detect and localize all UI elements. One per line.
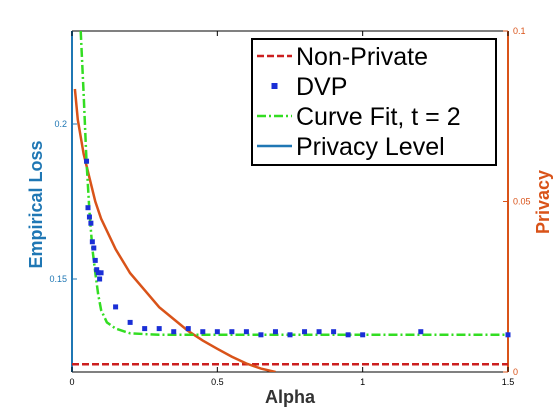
data-point-dvp: [258, 332, 264, 338]
data-point-dvp: [85, 205, 91, 211]
x-tick-label: 1: [360, 377, 365, 387]
data-point-dvp: [92, 257, 98, 263]
legend-entry-curve-fit-label: Curve Fit, t = 2: [296, 103, 461, 131]
data-point-dvp: [345, 332, 351, 338]
data-point-dvp: [214, 329, 220, 335]
data-point-dvp: [331, 329, 337, 335]
x-tick-label: 0.5: [211, 377, 224, 387]
y-right-tick-label: 0: [513, 367, 518, 377]
data-point-dvp: [84, 158, 90, 164]
data-point-dvp: [86, 214, 92, 220]
data-point-dvp: [98, 270, 104, 276]
y-right-axis-label: Privacy: [533, 170, 553, 234]
data-point-dvp: [287, 332, 293, 338]
data-point-dvp: [505, 332, 511, 338]
data-point-dvp: [200, 329, 206, 335]
data-point-dvp: [113, 304, 119, 310]
data-point-dvp: [88, 220, 94, 226]
series-line-curve-fit: [79, 31, 508, 337]
data-point-dvp: [185, 326, 191, 332]
data-point-dvp: [302, 329, 308, 335]
data-point-dvp: [91, 245, 97, 251]
x-tick-label: 1.5: [502, 377, 515, 387]
y-left-tick-label: 0.15: [49, 274, 67, 284]
data-point-dvp: [156, 326, 162, 332]
data-point-dvp: [272, 329, 278, 335]
x-tick-label: 0: [69, 377, 74, 387]
data-point-dvp: [97, 276, 103, 282]
data-point-dvp: [127, 319, 133, 325]
data-point-dvp: [95, 270, 101, 276]
y-right-tick-label: 0.1: [513, 26, 526, 36]
data-point-dvp: [243, 329, 249, 335]
legend-entry-dvp-label: DVP: [296, 73, 347, 101]
legend-entry-non-private-label: Non-Private: [296, 43, 428, 71]
data-point-dvp: [94, 267, 100, 273]
y-left-tick-label: 0.2: [54, 119, 67, 129]
y-right-tick-label: 0.05: [513, 197, 531, 207]
data-point-dvp: [142, 326, 148, 332]
legend-entry-dvp-swatch: [271, 83, 278, 89]
legend-box: [251, 38, 497, 166]
data-point-dvp: [360, 332, 366, 338]
data-point-dvp: [229, 329, 235, 335]
data-point-dvp: [89, 239, 95, 245]
legend-entry-privacy-level-label: Privacy Level: [296, 133, 445, 161]
x-axis-label: Alpha: [265, 387, 316, 407]
y-left-axis-label: Empirical Loss: [26, 140, 46, 268]
data-point-dvp: [171, 329, 177, 335]
data-point-dvp: [418, 329, 424, 335]
data-point-dvp: [316, 329, 322, 335]
